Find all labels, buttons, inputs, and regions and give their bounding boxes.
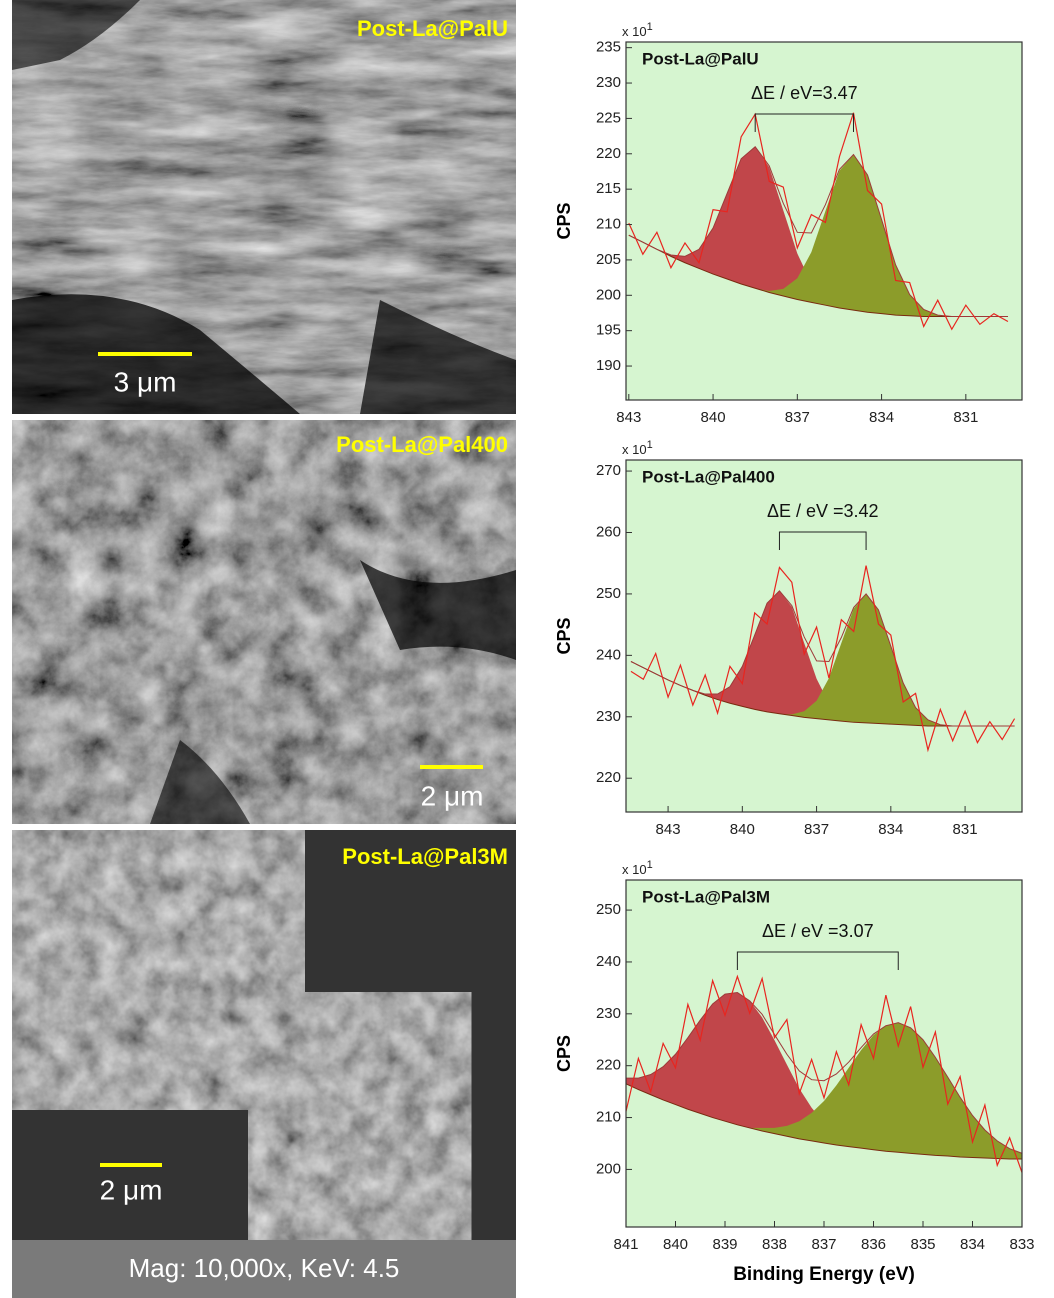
y-axis-label: CPS	[554, 617, 574, 654]
annotation: ΔE / eV =3.42	[767, 501, 879, 521]
y-tick-label: 230	[596, 708, 621, 725]
y-tick-label: 220	[596, 145, 621, 162]
scale-bar-label: 2 μm	[100, 1174, 163, 1205]
chart-title: Post-La@Pal400	[642, 467, 775, 486]
y-tick-label: 215	[596, 180, 621, 197]
x-tick-label: 838	[762, 1236, 787, 1253]
x-tick-label: 834	[960, 1236, 985, 1253]
y-tick-label: 235	[596, 39, 621, 56]
y-tick-label: 270	[596, 462, 621, 479]
sem-label: Post-La@Pal400	[336, 432, 508, 457]
charts: 190 195 200 205 210 215 220 225 230 235 843 840 837 8…	[554, 21, 1035, 1285]
y-tick-label: 260	[596, 523, 621, 540]
y-tick-label: 195	[596, 322, 621, 339]
sem-label: Post-La@Pal3M	[342, 844, 508, 869]
figure: Post-La@PalU 3 μm Post-La@Pal400 2 μm Po…	[0, 0, 1054, 1298]
y-tick-label: 200	[596, 286, 621, 303]
x-axis-label: Binding Energy (eV)	[733, 1264, 915, 1285]
multiplier-exponent: 1	[647, 439, 653, 451]
x-tick-label: 831	[953, 821, 978, 838]
y-tick-label: 240	[596, 953, 621, 970]
x-tick-label: 835	[910, 1236, 935, 1253]
chart: 200 210 220 230 240 250 841 840 839 838 837 836 835 8…	[554, 859, 1035, 1285]
scale-bar-label: 3 μm	[114, 366, 177, 397]
annotation: ΔE / eV=3.47	[751, 83, 858, 103]
x-tick-label: 840	[701, 409, 726, 426]
multiplier-exponent: 1	[647, 859, 653, 871]
y-tick-label: 230	[596, 1005, 621, 1022]
y-tick-label: 225	[596, 109, 621, 126]
y-tick-label: 250	[596, 901, 621, 918]
y-multiplier: x 101	[622, 859, 653, 878]
multiplier-base: x 10	[622, 24, 647, 39]
multiplier-exponent: 1	[647, 21, 653, 33]
y-tick-label: 200	[596, 1160, 621, 1177]
x-tick-label: 837	[804, 821, 829, 838]
sem-panel	[12, 0, 516, 414]
y-tick-label: 220	[596, 1057, 621, 1074]
annotation: ΔE / eV =3.07	[762, 921, 874, 941]
y-tick-label: 205	[596, 251, 621, 268]
x-tick-label: 836	[861, 1236, 886, 1253]
x-tick-label: 834	[869, 409, 894, 426]
x-tick-label: 840	[730, 821, 755, 838]
x-tick-label: 837	[785, 409, 810, 426]
x-tick-label: 843	[656, 821, 681, 838]
y-tick-label: 240	[596, 646, 621, 663]
chart-title: Post-La@Pal3M	[642, 887, 770, 906]
x-tick-label: 841	[613, 1236, 638, 1253]
x-tick-label: 837	[811, 1236, 836, 1253]
y-tick-label: 190	[596, 357, 621, 374]
y-tick-label: 250	[596, 585, 621, 602]
multiplier-base: x 10	[622, 442, 647, 457]
y-multiplier: x 101	[622, 439, 653, 458]
y-tick-label: 210	[596, 216, 621, 233]
chart: 190 195 200 205 210 215 220 225 230 235 843 840 837 8…	[554, 21, 1022, 426]
y-tick-label: 210	[596, 1109, 621, 1126]
x-tick-label: 839	[712, 1236, 737, 1253]
y-multiplier: x 101	[622, 21, 653, 40]
x-tick-label: 833	[1009, 1236, 1034, 1253]
scale-bar-label: 2 μm	[421, 780, 484, 811]
x-tick-label: 843	[616, 409, 641, 426]
x-tick-label: 831	[953, 409, 978, 426]
sem-panel	[12, 420, 516, 824]
sem-label: Post-La@PalU	[357, 16, 508, 41]
chart: 220 230 240 250 260 270 843 840 837 834 831 Post-La…	[554, 439, 1022, 838]
x-tick-label: 840	[663, 1236, 688, 1253]
y-tick-label: 220	[596, 769, 621, 786]
chart-title: Post-La@PalU	[642, 49, 759, 68]
y-axis-label: CPS	[554, 202, 574, 239]
sem-panel	[12, 830, 516, 1240]
footer: Mag: 10,000x, KeV: 4.5	[129, 1253, 400, 1283]
multiplier-base: x 10	[622, 862, 647, 877]
y-axis-label: CPS	[554, 1035, 574, 1072]
y-tick-label: 230	[596, 74, 621, 91]
x-tick-label: 834	[878, 821, 903, 838]
page: { "sem_panels": [ {"label": "Post-La@Pal…	[0, 0, 1054, 1298]
